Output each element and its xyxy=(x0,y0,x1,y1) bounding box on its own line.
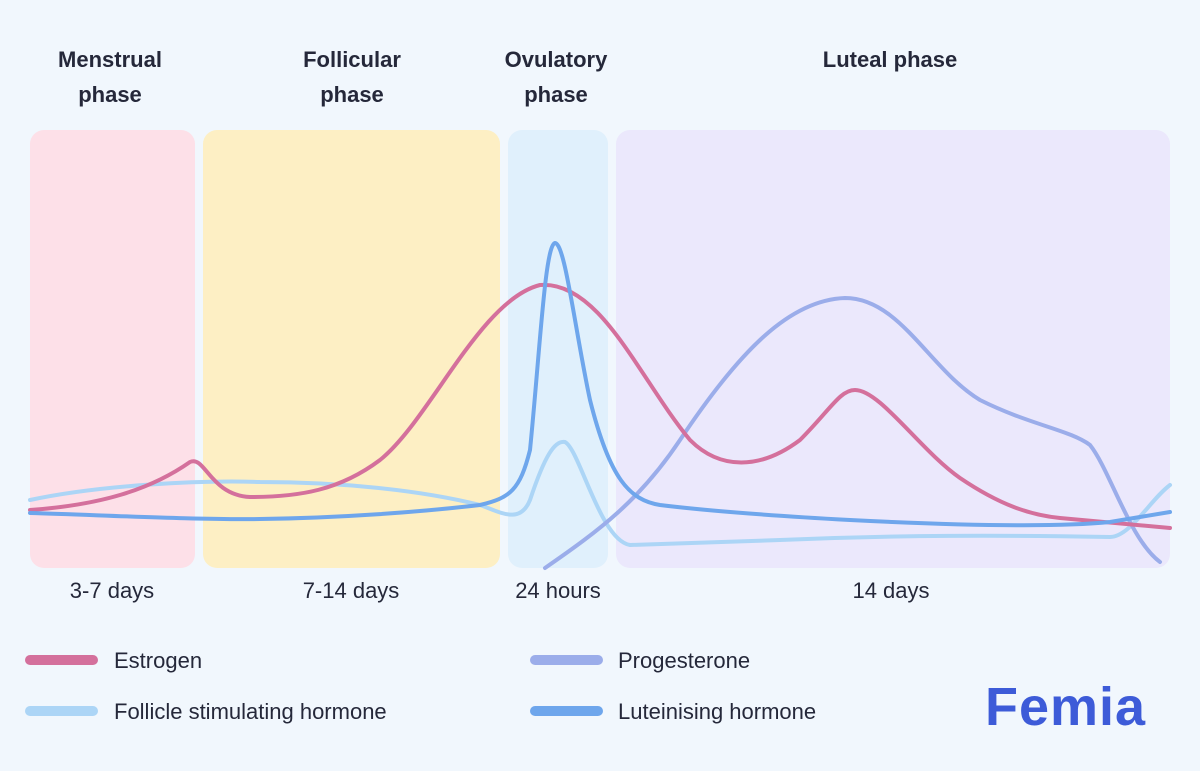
curve xyxy=(28,240,1172,528)
phase-box xyxy=(508,130,608,568)
phase-duration: 24 hours xyxy=(515,578,601,603)
phase-duration: 14 days xyxy=(852,578,930,603)
curve xyxy=(543,295,1162,570)
phase-title: Luteal phase xyxy=(822,47,958,72)
legend-label: Progesterone xyxy=(618,648,751,673)
legend-label: Estrogen xyxy=(114,648,203,673)
phase-title: Menstrual phase xyxy=(58,47,162,107)
phase-box xyxy=(30,130,195,568)
phase-box xyxy=(203,130,500,568)
phase-duration: 7-14 days xyxy=(302,578,400,603)
legend-label: Follicle stimulating hormone xyxy=(114,699,387,724)
legend-label: Luteinising hormone xyxy=(618,699,817,724)
phase-title: Follicular phase xyxy=(303,47,401,107)
brand-logo: Femia xyxy=(985,677,1147,737)
phase-duration: 3-7 days xyxy=(69,578,155,603)
phase-title: Ovulatory phase xyxy=(504,47,608,107)
curve xyxy=(28,439,1172,548)
curve xyxy=(28,282,1172,530)
phase-box xyxy=(616,130,1170,568)
